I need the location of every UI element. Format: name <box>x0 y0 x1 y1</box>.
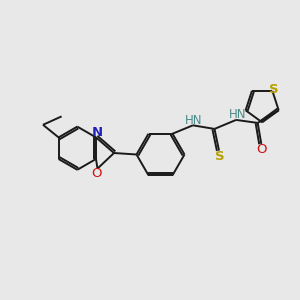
Text: O: O <box>92 167 102 180</box>
Text: N: N <box>92 126 103 139</box>
Text: HN: HN <box>229 108 246 121</box>
Text: S: S <box>215 150 224 163</box>
Text: S: S <box>269 83 279 96</box>
Text: O: O <box>256 143 266 156</box>
Text: HN: HN <box>184 114 202 127</box>
